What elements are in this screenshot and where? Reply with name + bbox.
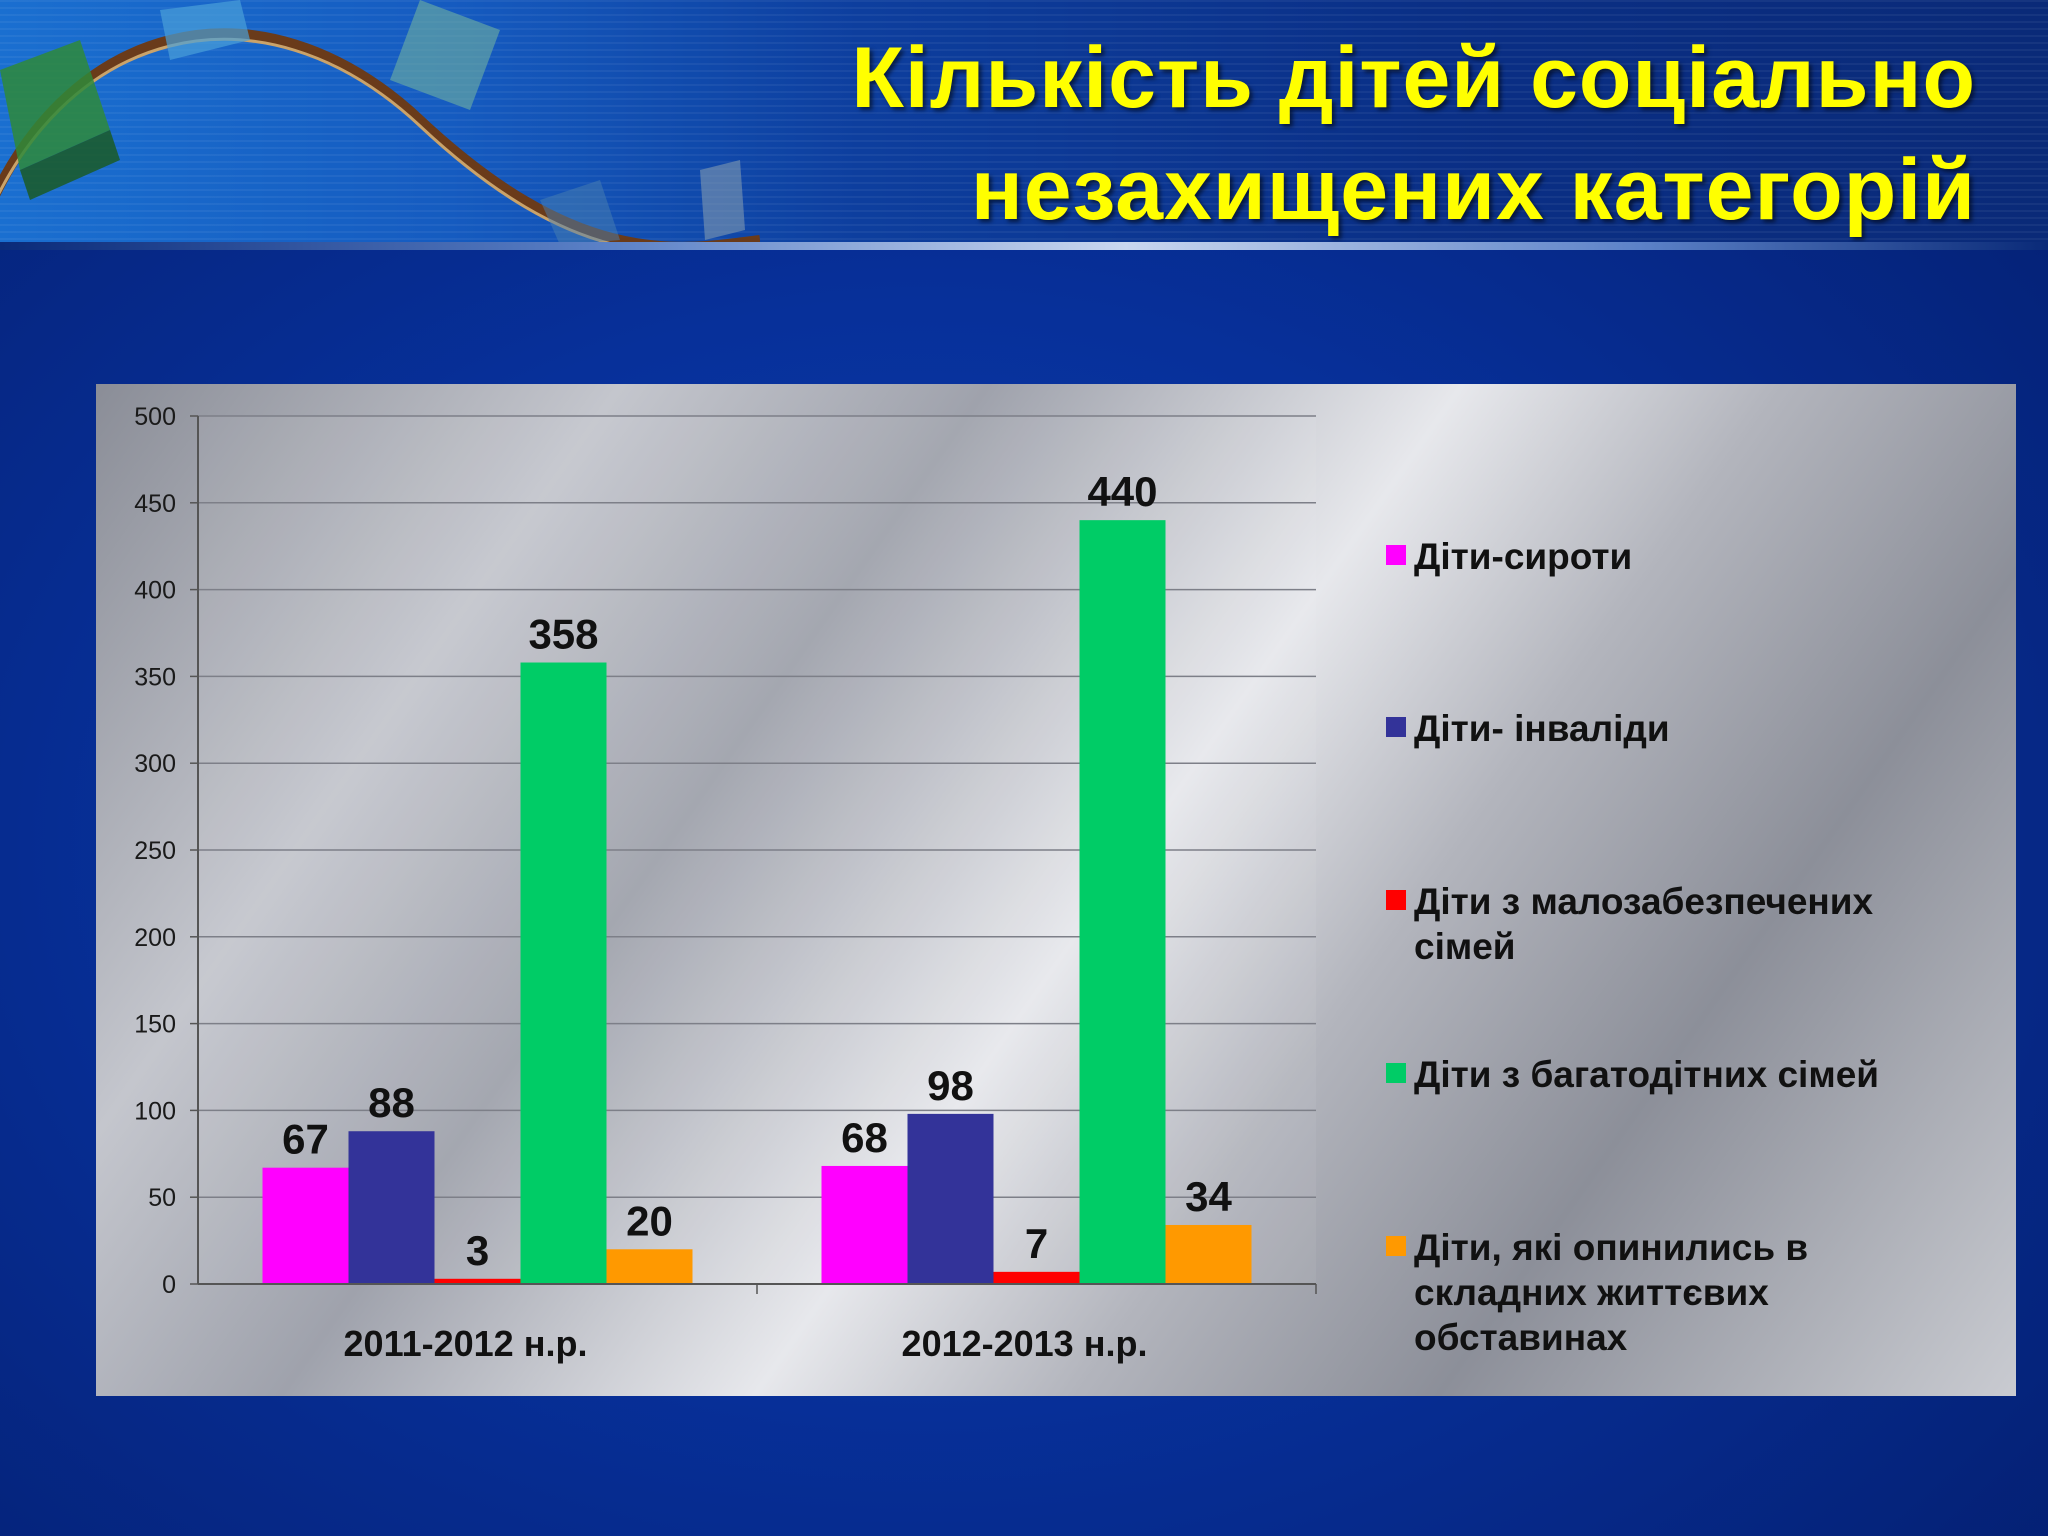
legend-item-low-income: Діти з малозабезпечених сімей (1386, 879, 1986, 969)
y-tick-label: 300 (134, 750, 176, 778)
banner-divider (0, 242, 2048, 250)
data-label: 88 (368, 1079, 415, 1126)
bar (1079, 520, 1166, 1284)
chart-legend: Діти-сироти Діти- інваліди Діти з малоза… (1386, 384, 1986, 1396)
y-tick-label: 200 (134, 924, 176, 952)
y-tick-label: 100 (134, 1097, 176, 1125)
legend-item-difficult-circumstances: Діти, які опинились в складних життєвих … (1386, 1225, 1986, 1360)
legend-swatch (1386, 545, 1406, 565)
data-label: 68 (841, 1114, 888, 1161)
legend-item-large-families: Діти з багатодітних сімей (1386, 1052, 1986, 1097)
bar (1165, 1224, 1252, 1284)
legend-label: Діти з багатодітних сімей (1414, 1054, 1880, 1095)
legend-swatch (1386, 1236, 1406, 1256)
bar-chart: 67 88 3 358 20 68 98 7 440 34 0 50 100 150 200 250 300 3… (134, 403, 1317, 1364)
data-label: 358 (528, 611, 598, 658)
data-label: 67 (282, 1116, 329, 1163)
legend-label: Діти з малозабезпечених сімей (1414, 881, 1874, 967)
y-tick-label: 50 (148, 1184, 176, 1212)
legend-swatch (1386, 717, 1406, 737)
data-label: 7 (1025, 1220, 1048, 1267)
category-label: 2012-2013 н.р. (902, 1323, 1148, 1364)
chart-panel: 67 88 3 358 20 68 98 7 440 34 0 50 100 150 200 250 300 3… (96, 384, 2016, 1396)
y-tick-label: 450 (134, 490, 176, 518)
legend-label: Діти- інваліди (1414, 708, 1670, 749)
title-line-1: Кількість дітей соціально (851, 30, 1976, 126)
data-label: 34 (1185, 1173, 1232, 1220)
bar (993, 1271, 1080, 1284)
legend-label: Діти-сироти (1414, 536, 1633, 577)
legend-item-orphans: Діти-сироти (1386, 534, 1986, 579)
title-banner: Кількість дітей соціально незахищених ка… (0, 0, 2048, 245)
y-tick-label: 150 (134, 1011, 176, 1039)
bar (348, 1131, 435, 1284)
decorative-graphic (0, 0, 760, 245)
bar (907, 1113, 994, 1284)
data-label: 98 (927, 1062, 974, 1109)
data-label: 3 (466, 1227, 489, 1274)
bar (606, 1249, 693, 1284)
y-tick-label: 350 (134, 663, 176, 691)
data-label: 440 (1087, 468, 1157, 515)
bar (434, 1278, 521, 1284)
data-label: 20 (626, 1197, 673, 1244)
y-tick-label: 500 (134, 403, 176, 431)
legend-label: Діти, які опинились в складних життєвих … (1414, 1227, 1809, 1358)
bar (520, 662, 607, 1284)
legend-swatch (1386, 1063, 1406, 1083)
slide-title: Кількість дітей соціально незахищених ка… (476, 22, 1976, 246)
legend-swatch (1386, 890, 1406, 910)
y-tick-label: 250 (134, 837, 176, 865)
bar (821, 1165, 908, 1284)
y-tick-label: 0 (162, 1271, 176, 1299)
category-label: 2011-2012 н.р. (344, 1323, 588, 1364)
bar (262, 1167, 349, 1284)
title-line-2: незахищених категорій (970, 142, 1976, 238)
y-tick-label: 400 (134, 577, 176, 605)
legend-item-disabled: Діти- інваліди (1386, 706, 1986, 751)
